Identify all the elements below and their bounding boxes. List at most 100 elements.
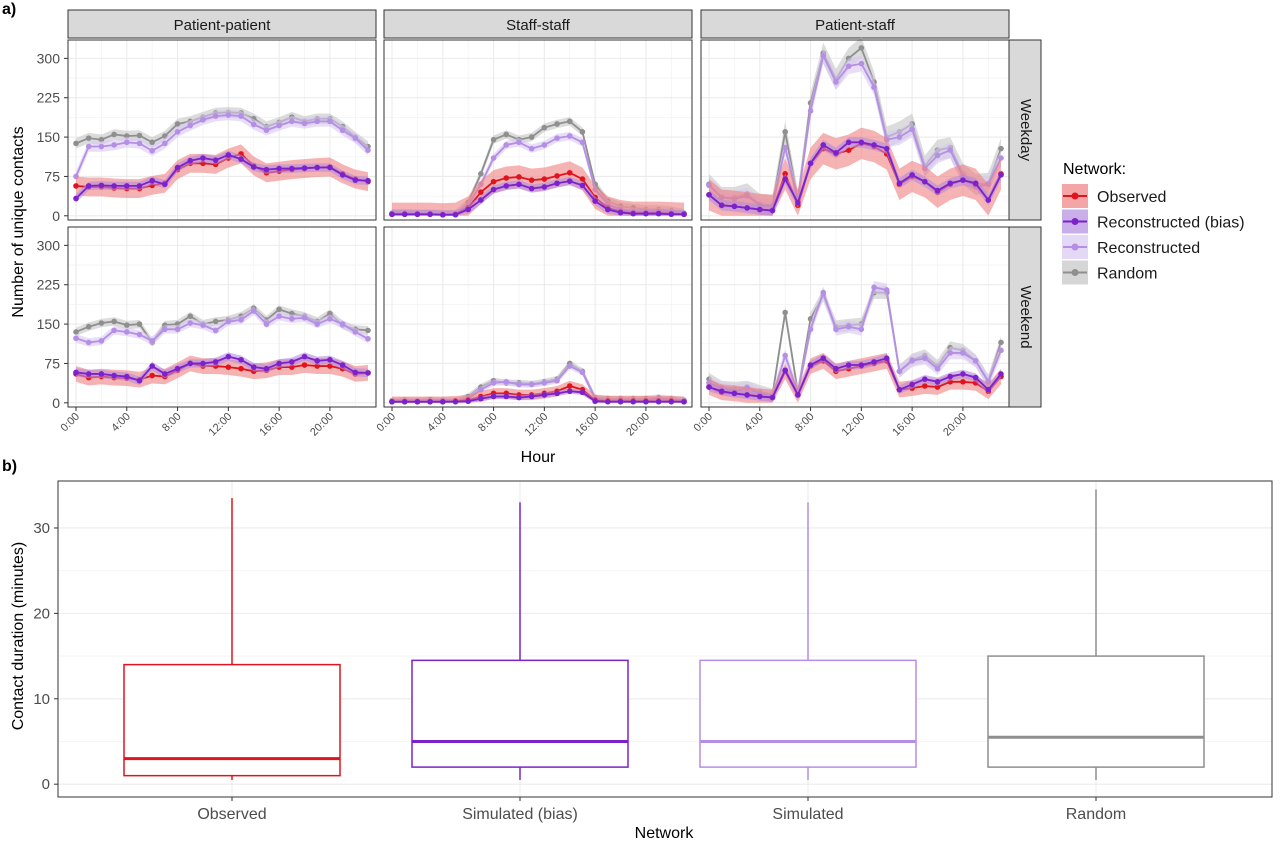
data-point (605, 398, 611, 405)
data-point (934, 365, 941, 372)
y-tick-label: 20 (33, 605, 50, 622)
data-point (200, 116, 206, 123)
data-point (149, 363, 155, 369)
series-reconstructed-bias (389, 176, 687, 218)
panel-weekend-staff-staff: 0:00 4:00 8:00 12:00 16:00 20:00 (374, 226, 693, 439)
data-point (883, 355, 890, 361)
data-point (782, 129, 788, 135)
data-point (744, 205, 750, 211)
data-point (327, 310, 333, 317)
data-point (200, 155, 206, 161)
data-point (807, 108, 814, 114)
data-point (833, 79, 839, 85)
data-point (541, 124, 548, 131)
data-point (896, 180, 903, 187)
legend-item-observed: Observed (1062, 184, 1166, 208)
data-point (327, 118, 333, 125)
data-point (566, 383, 573, 389)
data-point (782, 171, 788, 177)
data-point (174, 326, 181, 333)
data-point (706, 192, 712, 198)
facet-label-weekday: Weekday (1017, 99, 1034, 162)
data-point (643, 210, 649, 217)
data-point (731, 390, 738, 397)
data-point (528, 134, 535, 140)
data-point (858, 362, 865, 368)
facet-strip-patient-staff (700, 9, 1010, 39)
data-point (73, 195, 79, 202)
confidence-band (392, 380, 684, 403)
data-point (554, 180, 560, 187)
data-point (985, 386, 992, 393)
data-point (276, 360, 282, 367)
confidence-band (709, 352, 1001, 403)
x-tick-label-simulated: Simulated (772, 806, 843, 823)
facet-label-staff-staff: Staff-staff (506, 17, 570, 34)
data-point (617, 209, 624, 216)
x-tick-label: 4:00 (109, 411, 133, 435)
legend-point (1071, 269, 1079, 276)
data-point (896, 386, 903, 393)
data-point (998, 145, 1004, 152)
x-tick-label: 20:00 (624, 411, 652, 439)
data-point (960, 379, 966, 385)
data-point (731, 203, 738, 210)
facet-strip-patient-patient (67, 9, 377, 39)
data-point (276, 165, 282, 172)
data-point (960, 350, 966, 356)
data-point (896, 368, 903, 375)
data-point (85, 183, 92, 189)
data-point (365, 370, 371, 376)
data-point (136, 377, 143, 384)
data-point (123, 183, 130, 189)
data-point (858, 45, 865, 51)
data-point (554, 173, 560, 179)
data-point (98, 338, 105, 344)
data-point (706, 384, 712, 390)
data-point (998, 172, 1004, 178)
x-tick-label: 0:00 (374, 411, 398, 435)
data-point (85, 135, 92, 141)
data-point (769, 207, 776, 214)
data-point (490, 178, 497, 185)
data-point (972, 374, 979, 381)
data-point (744, 392, 750, 398)
panel-weekend-patient-staff: 0:00 4:00 8:00 12:00 16:00 20:00 (691, 226, 1010, 439)
data-point (414, 211, 421, 218)
data-point (289, 165, 295, 172)
data-point (85, 323, 92, 330)
data-point (960, 177, 966, 183)
data-point (820, 142, 827, 148)
data-point (554, 390, 560, 397)
data-point (276, 313, 282, 320)
data-point (909, 381, 915, 388)
data-point (883, 287, 890, 293)
data-point (541, 184, 548, 190)
data-point (516, 394, 522, 401)
data-point (541, 176, 548, 182)
data-point (98, 136, 105, 143)
data-point (871, 84, 877, 91)
data-point (162, 140, 168, 147)
data-point (579, 182, 586, 189)
data-point (301, 165, 308, 171)
data-point (212, 157, 219, 163)
data-point (718, 388, 725, 395)
data-point (579, 176, 586, 182)
data-point (592, 398, 598, 405)
data-point (478, 395, 484, 402)
data-point (149, 147, 155, 154)
legend-item-reconstructed: Reconstructed (1062, 235, 1200, 259)
data-point (289, 316, 295, 322)
data-point (756, 206, 763, 213)
data-point (123, 322, 130, 328)
data-point (98, 143, 105, 150)
data-point (478, 189, 484, 195)
x-tick-label: 0:00 (691, 411, 715, 435)
series-reconstructed-bias (706, 137, 1004, 216)
x-tick-label: 12:00 (207, 411, 235, 439)
panel-weekday-staff-staff (383, 39, 693, 221)
data-point (136, 132, 143, 139)
panel-border (383, 39, 693, 221)
data-point (490, 380, 497, 386)
